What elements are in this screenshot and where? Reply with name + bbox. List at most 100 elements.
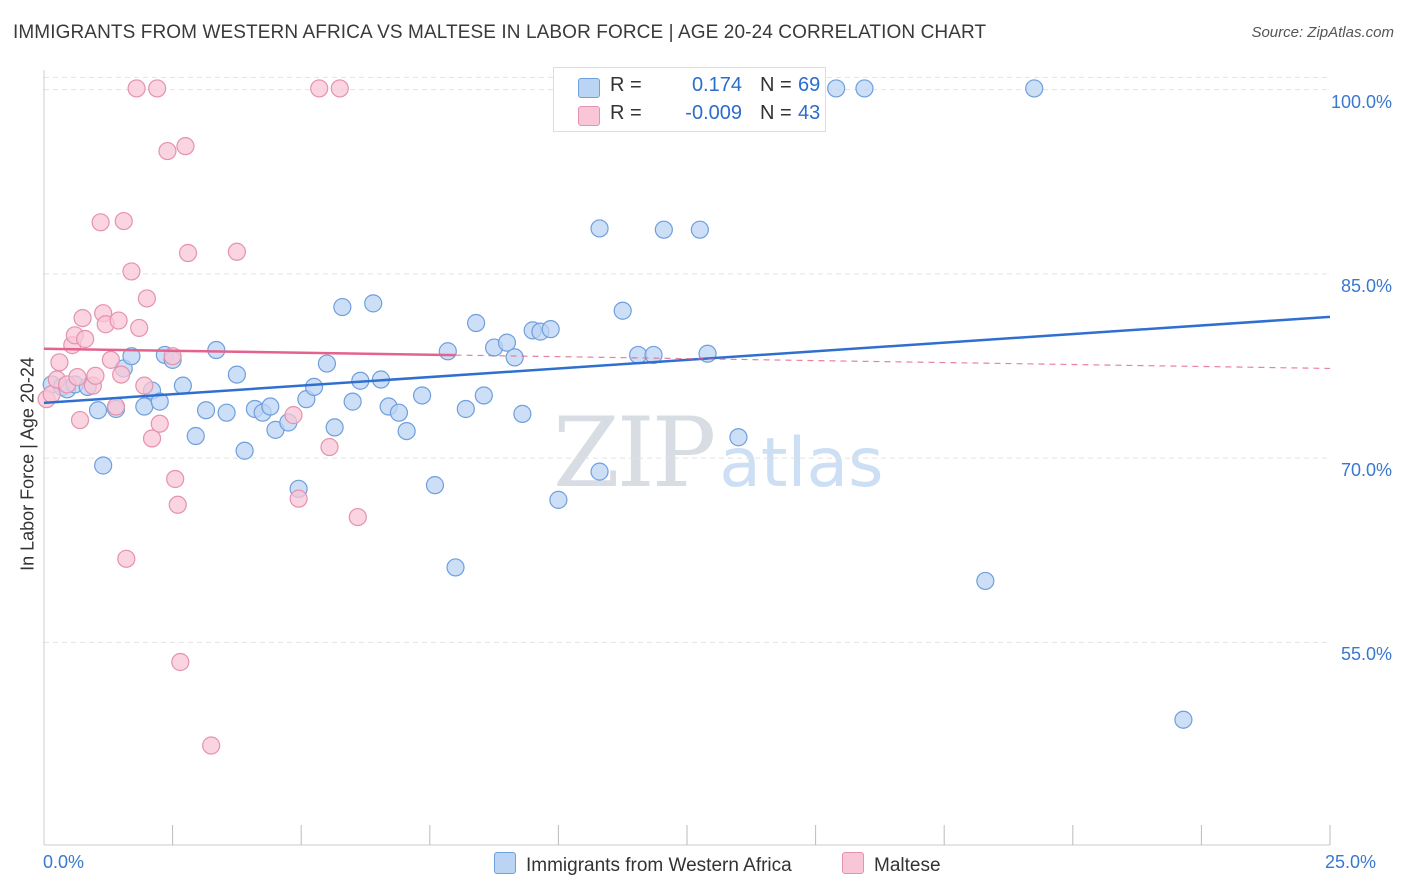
legend-r-value: 0.174 (691, 74, 742, 96)
western-africa-point (135, 397, 154, 416)
bottom-legend-label: Maltese (874, 855, 941, 876)
western-africa-point (333, 297, 352, 317)
legend-n-label: N = (760, 102, 792, 124)
maltese-point (330, 79, 349, 98)
trend-line-solid (43, 347, 456, 357)
maltese-point (76, 329, 95, 349)
western-africa-point (644, 345, 663, 365)
maltese-point (142, 429, 162, 448)
maltese-point (101, 350, 120, 369)
western-africa-point (590, 462, 609, 481)
y-tick-label: 100.0% (1330, 91, 1392, 112)
western-africa-point (88, 401, 108, 420)
western-africa-point (235, 441, 254, 460)
bottom-legend-label: Immigrants from Western Africa (526, 855, 792, 876)
maltese-point (158, 141, 177, 161)
maltese-point (127, 79, 146, 98)
maltese-point (171, 652, 190, 672)
western-africa-point (217, 403, 236, 422)
maltese-point (166, 469, 185, 489)
maltese-point (50, 353, 69, 372)
bottom-legend-swatch-blue (494, 852, 516, 874)
western-africa-point (261, 397, 280, 416)
trend-line-dashed (455, 354, 1331, 370)
western-africa-point (150, 392, 169, 411)
trend-line-solid (43, 315, 1331, 405)
western-africa-point (94, 456, 113, 475)
western-africa-point (613, 301, 632, 320)
legend-n-value: 69 (798, 74, 821, 96)
maltese-point (122, 262, 141, 281)
maltese-point (117, 549, 136, 568)
y-axis-label: In Labor Force | Age 20-24 (17, 357, 38, 571)
western-africa-point (196, 401, 216, 420)
maltese-point (148, 79, 167, 98)
maltese-point (348, 507, 367, 527)
maltese-point (91, 213, 110, 232)
western-africa-point (389, 403, 409, 422)
western-africa-point (1025, 79, 1044, 98)
western-africa-point (466, 313, 486, 333)
western-africa-point (397, 421, 416, 441)
western-africa-point (976, 571, 995, 591)
western-africa-point (590, 219, 609, 238)
maltese-point (176, 137, 195, 156)
bottom-legend-western-africa: Immigrants from Western Africa (494, 852, 792, 877)
maltese-point (70, 410, 90, 430)
western-africa-point (541, 320, 560, 339)
legend-n-value: 43 (798, 102, 821, 124)
maltese-point (227, 242, 246, 261)
western-africa-point (364, 294, 383, 313)
trend-lines (43, 315, 1331, 405)
maltese-point (284, 406, 303, 425)
western-africa-point (173, 376, 192, 395)
western-africa-point (412, 386, 432, 405)
western-africa-point (438, 342, 457, 361)
maltese-point (114, 211, 133, 231)
bottom-legend-maltese: Maltese (842, 852, 941, 877)
source-note: Source: ZipAtlas.com (1251, 24, 1394, 41)
maltese-point (289, 489, 308, 508)
maltese-point (202, 736, 221, 755)
legend-swatch-blue (578, 78, 600, 98)
western-africa-point (325, 418, 344, 437)
maltese-point (109, 311, 128, 330)
western-africa-point (317, 354, 337, 373)
western-africa-point (304, 377, 324, 396)
y-tick-label: 55.0% (1340, 644, 1392, 665)
legend-r-label: R = (610, 102, 642, 124)
western-africa-point (1174, 710, 1193, 729)
western-africa-point (446, 558, 465, 577)
x-tick-label-min: 0.0% (43, 852, 85, 872)
maltese-point (168, 495, 187, 514)
western-africa-point (690, 220, 709, 239)
maltese-point (106, 397, 126, 416)
western-africa-point (505, 348, 524, 367)
data-points (37, 79, 1193, 755)
y-tick-label: 85.0% (1340, 275, 1392, 296)
western-africa-point (425, 476, 445, 495)
maltese-point (137, 289, 156, 308)
maltese-point (112, 365, 131, 384)
legend-r-label: R = (610, 74, 642, 96)
y-tick-label: 70.0% (1340, 460, 1392, 481)
maltese-point (150, 414, 169, 433)
axes (43, 70, 1331, 846)
western-africa-point (227, 365, 246, 384)
western-africa-point (855, 79, 874, 98)
legend-swatch-pink (578, 106, 600, 126)
western-africa-point (497, 333, 517, 352)
maltese-point (320, 437, 339, 457)
watermark-zip: ZIP (553, 397, 716, 509)
maltese-point (135, 376, 154, 395)
western-africa-point (122, 347, 141, 366)
western-africa-point (207, 340, 226, 360)
western-africa-point (474, 386, 493, 405)
maltese-point (178, 243, 198, 263)
bottom-legend-swatch-pink (842, 852, 864, 874)
western-africa-point (629, 345, 648, 365)
western-africa-point (513, 404, 532, 423)
western-africa-point (186, 426, 205, 446)
x-tick-label-max: 25.0% (1325, 852, 1377, 872)
